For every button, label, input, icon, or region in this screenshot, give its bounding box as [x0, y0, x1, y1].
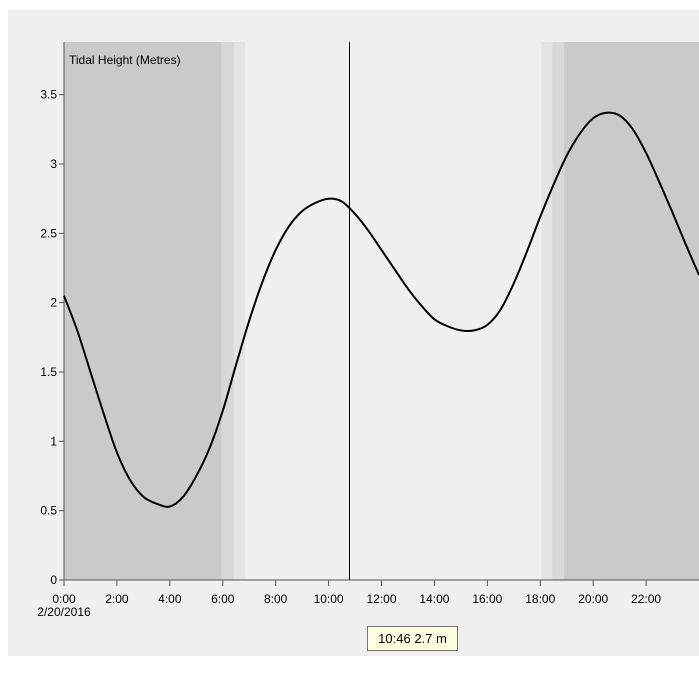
- y-tick-label-7: 3.5: [40, 88, 57, 102]
- cursor-readout-label: 10:46 2.7 m: [378, 631, 447, 646]
- y-tick-label-0: 0: [50, 573, 57, 587]
- y-tick-label-1: 0.5: [40, 504, 57, 518]
- cursor-readout-box: [367, 626, 458, 651]
- y-tick-label-2: 1: [50, 434, 57, 448]
- night-band-1: [221, 42, 235, 580]
- x-tick-label-7: 14:00: [419, 592, 449, 606]
- night-bands: [64, 42, 699, 580]
- y-tick-label-5: 2.5: [40, 226, 57, 240]
- x-tick-label-4: 8:00: [264, 592, 288, 606]
- x-tick-label-11: 22:00: [631, 592, 661, 606]
- x-tick-label-1: 2:00: [105, 592, 129, 606]
- x-tick-label-5: 10:00: [314, 592, 344, 606]
- night-band-0: [64, 42, 222, 580]
- y-tick-label-4: 2: [50, 296, 57, 310]
- night-band-2: [234, 42, 246, 580]
- x-tick-label-3: 6:00: [211, 592, 235, 606]
- x-tick-label-10: 20:00: [578, 592, 608, 606]
- night-band-5: [564, 42, 699, 580]
- axes: 0 0.5 1 1.5 2 2.5 3 3.5 0:00 2:00 4:00 6:00 8:00 10:0…: [37, 42, 699, 619]
- x-tick-label-0: 0:00: [52, 592, 76, 606]
- x-tick-label-6: 12:00: [366, 592, 396, 606]
- x-date-label: 2/20/2016: [37, 605, 91, 619]
- x-tick-label-2: 4:00: [158, 592, 182, 606]
- cursor-layer[interactable]: 10:46 2.7 m: [349, 42, 458, 651]
- y-tick-label-6: 3: [50, 157, 57, 171]
- night-band-3: [541, 42, 553, 580]
- tide-height-line: [63, 111, 699, 508]
- y-tick-label-3: 1.5: [40, 365, 57, 379]
- chart-title: Tidal Height (Metres): [69, 53, 181, 67]
- series-layer: [63, 111, 699, 508]
- x-tick-label-8: 16:00: [472, 592, 502, 606]
- x-tick-label-9: 18:00: [525, 592, 555, 606]
- night-band-4: [552, 42, 565, 580]
